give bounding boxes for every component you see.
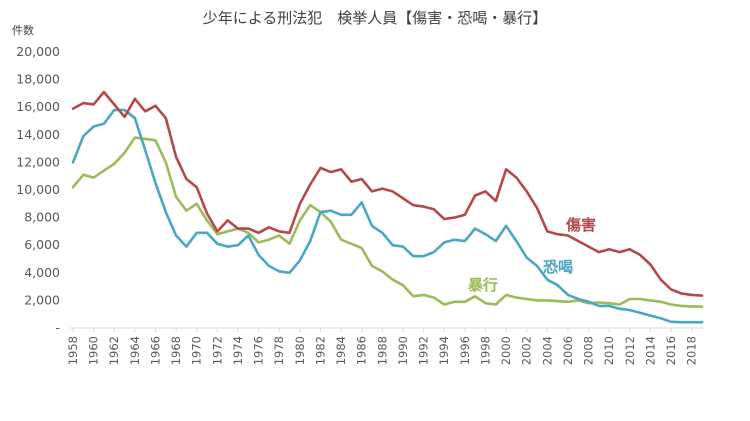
y-tick-label: 4,000 (24, 265, 60, 280)
y-tick-label: 14,000 (16, 127, 60, 142)
y-tick-label: 6,000 (24, 237, 60, 252)
y-tick-label: 12,000 (16, 154, 60, 169)
series-line (71, 136, 704, 308)
x-tick-label: 1974 (231, 336, 245, 365)
x-tick-label: 2012 (623, 336, 637, 365)
x-tick-label: 1978 (272, 336, 286, 365)
x-tick-label: 1988 (375, 336, 389, 365)
y-tick-label: 20,000 (16, 44, 60, 59)
y-tick-label: 8,000 (24, 210, 60, 225)
x-tick-label: 1958 (66, 336, 80, 365)
series-label: 傷害 (565, 216, 596, 234)
y-tick-label: - (55, 320, 60, 335)
x-tick-label: 1996 (458, 336, 472, 365)
series-lines (71, 90, 704, 324)
x-tick-label: 2010 (602, 336, 616, 365)
x-tick-label: 2000 (499, 336, 513, 365)
series-label: 暴行 (468, 276, 498, 294)
x-tick-label: 2006 (561, 336, 575, 365)
x-tick-label: 1968 (169, 336, 183, 365)
y-axis-label: 件数 (12, 24, 34, 37)
x-tick-label: 1982 (313, 336, 327, 365)
x-tick-label: 2004 (540, 336, 554, 365)
x-tick-label: 2008 (582, 336, 596, 365)
x-tick-label: 1972 (210, 336, 224, 365)
x-tick-label: 1986 (355, 336, 369, 365)
x-tick-label: 1970 (190, 336, 204, 365)
x-tick-label: 2018 (685, 336, 699, 365)
x-tick-label: 1976 (252, 336, 266, 365)
x-tick-label: 1990 (396, 336, 410, 365)
x-tick-label: 1998 (478, 336, 492, 365)
x-tick-label: 1966 (148, 336, 162, 365)
y-tick-label: 2,000 (24, 292, 60, 307)
x-tick-label: 1980 (293, 336, 307, 365)
x-tick-label: 1984 (334, 336, 348, 365)
x-tick-label: 1960 (87, 336, 101, 365)
y-tick-label: 18,000 (16, 72, 60, 87)
x-axis: 1958 1960 1962 1964 1966 1968 1970 1972 1974 1976… (66, 328, 699, 365)
y-tick-label: 16,000 (16, 99, 60, 114)
y-axis: - 2,000 4,000 6,000 8,000 10,000 12,000 14,000 1… (16, 44, 60, 335)
chart-title: 少年による刑法犯 検挙人員【傷害・恐喝・暴行】 (203, 9, 548, 27)
x-tick-label: 1962 (107, 336, 121, 365)
x-tick-label: 2014 (643, 336, 657, 365)
series-line (71, 108, 704, 324)
x-tick-label: 2002 (520, 336, 534, 365)
y-tick-label: 10,000 (16, 182, 60, 197)
x-tick-label: 1994 (437, 336, 451, 365)
x-tick-label: 2016 (664, 336, 678, 365)
x-tick-label: 1992 (417, 336, 431, 365)
series-label: 恐喝 (543, 258, 573, 276)
series-line (71, 90, 704, 297)
x-tick-label: 1964 (128, 336, 142, 365)
